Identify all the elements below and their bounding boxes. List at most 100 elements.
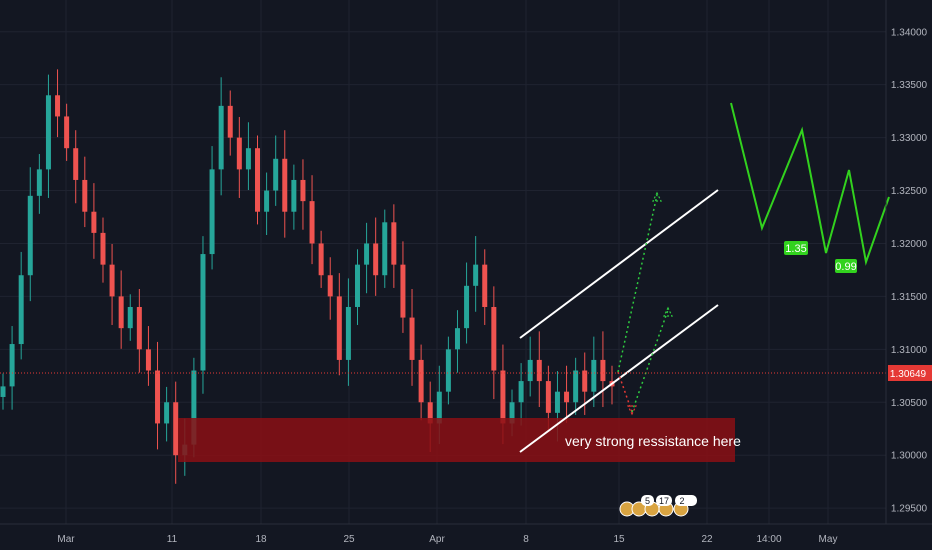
badge-1-box [784, 241, 808, 255]
candle-body [245, 148, 251, 170]
candle-body [573, 370, 579, 403]
candle-body [155, 370, 161, 424]
event-count-badge-1 [641, 495, 654, 506]
resistance-zone [178, 418, 735, 462]
candle-body [264, 190, 270, 212]
candle-body [300, 179, 306, 202]
price-tick-label: 1.33000 [891, 133, 928, 144]
candle-body [536, 359, 542, 382]
time-tick-label: 22 [701, 534, 713, 545]
candle-body [445, 349, 451, 392]
price-tick-label: 1.31500 [891, 292, 928, 303]
candle-body [545, 381, 551, 413]
candle-body [173, 402, 179, 456]
candle-body [600, 359, 606, 382]
candle-body [518, 381, 524, 403]
badge-1-text: 1.35 [785, 243, 806, 255]
candle-body [564, 391, 570, 403]
current-price-tag [888, 365, 932, 381]
candle-body [591, 359, 597, 392]
candle-body [209, 169, 215, 255]
candle-body [373, 243, 379, 276]
time-tick-label: Apr [429, 534, 445, 545]
projection-arrowhead-up-1 [652, 191, 662, 202]
candle-body [327, 275, 333, 297]
candle-body [145, 349, 151, 371]
event-count-2: 17 [659, 496, 669, 506]
candle-body [164, 402, 170, 424]
price-tick-label: 1.30000 [891, 451, 928, 462]
projection-path-up-2 [631, 309, 669, 413]
time-tick-label: 14:00 [756, 534, 781, 545]
time-tick-label: 8 [523, 534, 529, 545]
price-tick-label: 1.32500 [891, 186, 928, 197]
candle-body [91, 211, 97, 233]
candle-body [64, 116, 70, 149]
time-tick-label: 15 [613, 534, 625, 545]
candle-body [291, 179, 297, 212]
candle-body [409, 317, 415, 360]
candle-body [227, 105, 233, 138]
candle-body [309, 201, 315, 244]
event-icons[interactable]: 5 17 2 [619, 495, 697, 517]
candle-body [473, 264, 479, 286]
badge-2-box [835, 259, 857, 273]
candle-body [27, 195, 33, 276]
price-tick-label: 1.33500 [891, 80, 928, 91]
projection-path-down [617, 371, 633, 413]
event-count-badge-2 [656, 495, 672, 506]
candle-body [509, 402, 515, 424]
projection-arrowhead-down [627, 405, 637, 416]
time-tick-label: 11 [167, 534, 178, 545]
event-count-3: 2 [679, 496, 684, 506]
candle-body [73, 148, 79, 180]
time-tick-label: 25 [343, 534, 355, 545]
candle-body [427, 402, 433, 424]
channel-upper-line [519, 189, 719, 339]
candle-body [436, 391, 442, 424]
candle-body [18, 275, 24, 345]
candle-body [9, 344, 15, 387]
price-tick-label: 1.32000 [891, 239, 928, 250]
time-tick-label: Mar [57, 534, 75, 545]
candle-body [100, 232, 106, 265]
time-tick-label: May [819, 534, 838, 545]
candle-body [400, 264, 406, 318]
candle-body [0, 386, 6, 397]
price-tick-label: 1.29500 [891, 504, 928, 515]
resistance-zone-label: very strong ressistance here [565, 433, 741, 449]
price-tick-label: 1.34000 [891, 27, 928, 38]
candle-body [191, 370, 197, 445]
event-count-1: 5 [645, 496, 650, 506]
candle-body [127, 306, 133, 329]
candle-body [382, 222, 388, 276]
time-tick-label: 18 [255, 534, 267, 545]
price-axis[interactable]: 1.29500 1.30000 1.30500 1.31000 1.31500 1.320… [885, 0, 928, 524]
time-axis[interactable]: Mar 11 18 25 Apr 8 15 22 14:00 May [57, 534, 837, 545]
candle-body [336, 296, 342, 360]
price-tick-label: 1.30500 [891, 398, 928, 409]
candle-body [36, 169, 42, 196]
candle-body [282, 158, 288, 212]
event-count-badge-3 [675, 495, 697, 506]
candle-body [82, 179, 88, 212]
candle-body [136, 306, 142, 350]
candle-body [255, 148, 261, 212]
zigzag-projection [730, 102, 890, 266]
badge-2-text: 0.99 [835, 261, 856, 273]
candle-body [582, 370, 588, 392]
candle-body [482, 264, 488, 307]
candle-body [354, 264, 360, 307]
candle-body [45, 95, 51, 170]
candle-body [200, 254, 206, 371]
candle-body [345, 306, 351, 360]
candle-body [554, 391, 560, 413]
candle-body [236, 137, 242, 170]
candle-body [109, 264, 115, 297]
projection-path-up-1 [617, 194, 658, 373]
candle-body [500, 370, 506, 424]
candle-body [527, 359, 533, 382]
candle-body [464, 285, 470, 329]
